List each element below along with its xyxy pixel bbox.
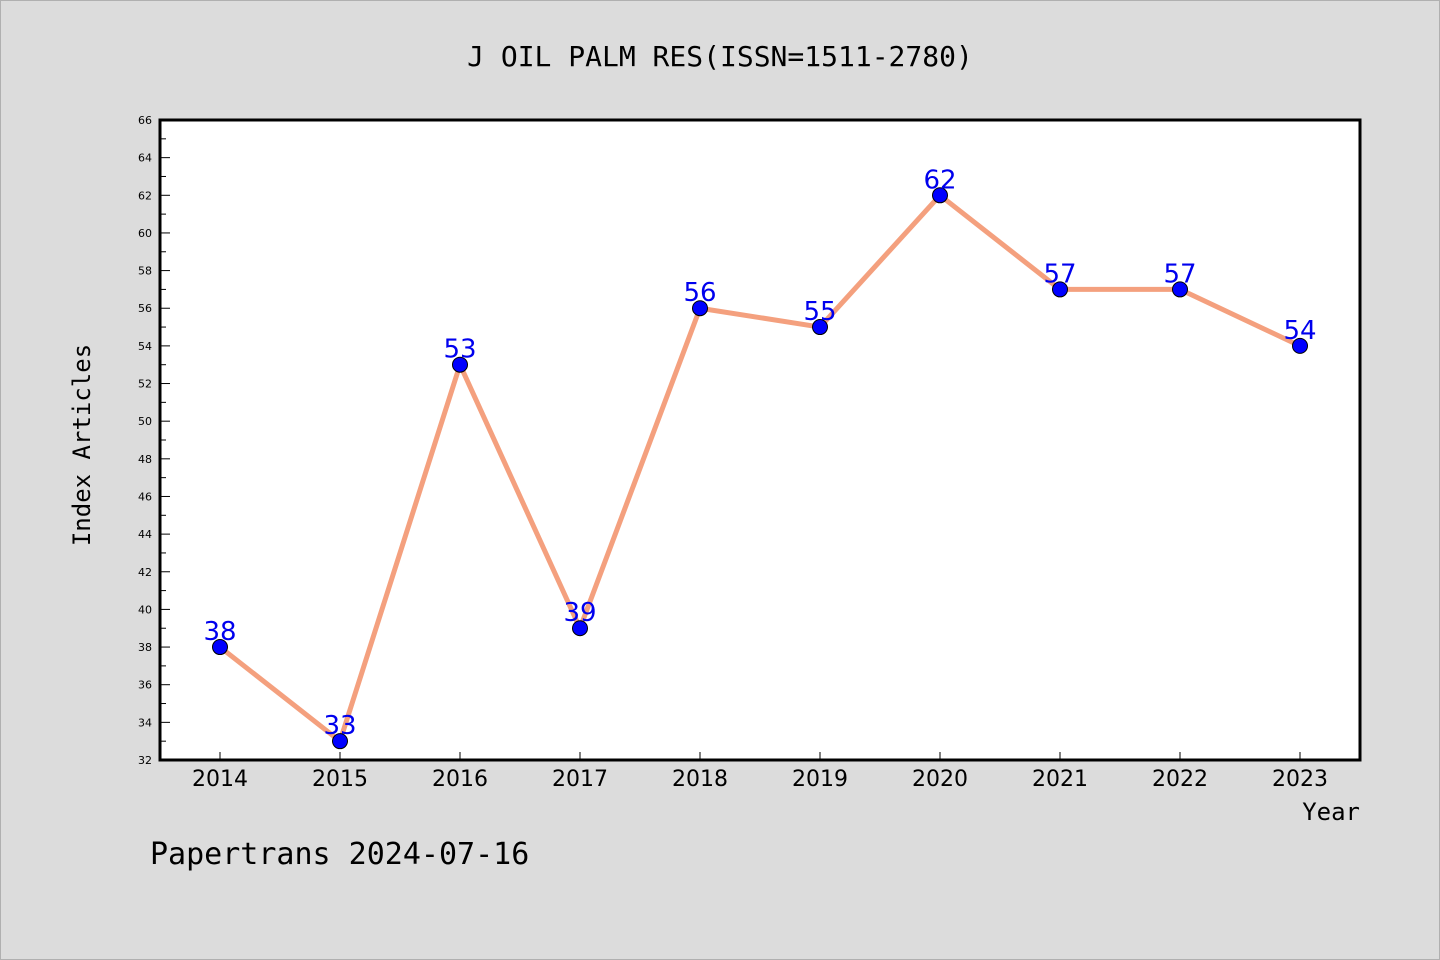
- y-tick-label: 36: [138, 679, 152, 692]
- data-label: 57: [1043, 259, 1076, 289]
- x-tick-label: 2014: [192, 767, 248, 792]
- data-point: [1292, 337, 1308, 354]
- data-series: 38 33 53 39 56 55 62 57 57 54: [203, 165, 1317, 750]
- data-point: [812, 319, 828, 336]
- data-point: [572, 620, 588, 637]
- y-tick-label: 40: [138, 603, 152, 616]
- chart-title: J OIL PALM RES(ISSN=1511-2780): [467, 40, 973, 73]
- x-tick-label: 2018: [672, 767, 728, 792]
- data-label: 33: [323, 711, 356, 741]
- data-label: 62: [923, 165, 956, 195]
- y-tick-label: 62: [138, 189, 152, 202]
- series-line: [218, 192, 1302, 744]
- x-tick-label: 2020: [912, 767, 968, 792]
- x-tick-label: 2015: [312, 767, 368, 792]
- data-point: [692, 300, 708, 317]
- x-tick-label: 2023: [1272, 767, 1328, 792]
- x-tick-label: 2016: [432, 767, 488, 792]
- y-tick-label: 64: [138, 152, 152, 165]
- y-tick-label: 50: [138, 415, 152, 428]
- x-tick-label: 2019: [792, 767, 848, 792]
- y-tick-label: 60: [138, 227, 152, 240]
- y-tick-label: 66: [138, 114, 152, 127]
- x-tick-label: 2022: [1152, 767, 1208, 792]
- x-axis-label: Year: [1302, 798, 1360, 826]
- x-tick-label: 2017: [552, 767, 608, 792]
- y-tick-label: 54: [138, 340, 152, 353]
- data-point: [212, 639, 228, 656]
- data-label: 53: [443, 335, 476, 365]
- y-tick-label: 32: [138, 754, 152, 767]
- x-tick-label: 2021: [1032, 767, 1088, 792]
- y-tick-label: 42: [138, 566, 152, 579]
- y-tick-label: 52: [138, 378, 152, 391]
- footer-credit: Papertrans 2024-07-16: [150, 837, 529, 872]
- data-point: [1052, 281, 1068, 298]
- data-point: [1172, 281, 1188, 298]
- y-axis-label: Index Articles: [68, 344, 96, 546]
- data-label: 38: [203, 617, 236, 647]
- y-tick-label: 34: [138, 716, 152, 729]
- data-label: 56: [683, 278, 716, 308]
- y-axis: 32 34 36 38 40 42 44 46 48 50 52 54 56 58 60 62 64 66: [138, 114, 170, 767]
- y-tick-label: 38: [138, 641, 152, 654]
- y-tick-label: 56: [138, 302, 152, 315]
- data-point: [932, 187, 948, 204]
- data-point: [452, 356, 468, 373]
- x-axis: 2014 2015 2016 2017 2018 2019 2020 2021 2022 2023: [192, 752, 1328, 792]
- y-tick-label: 58: [138, 265, 152, 278]
- y-tick-label: 46: [138, 490, 152, 503]
- y-tick-label: 44: [138, 528, 152, 541]
- y-tick-label: 48: [138, 453, 152, 466]
- data-label: 57: [1163, 259, 1196, 289]
- data-label: 54: [1283, 316, 1316, 346]
- data-label: 39: [563, 598, 596, 628]
- plot-area: [158, 118, 1362, 762]
- data-point: [332, 733, 348, 750]
- data-label: 55: [803, 297, 836, 327]
